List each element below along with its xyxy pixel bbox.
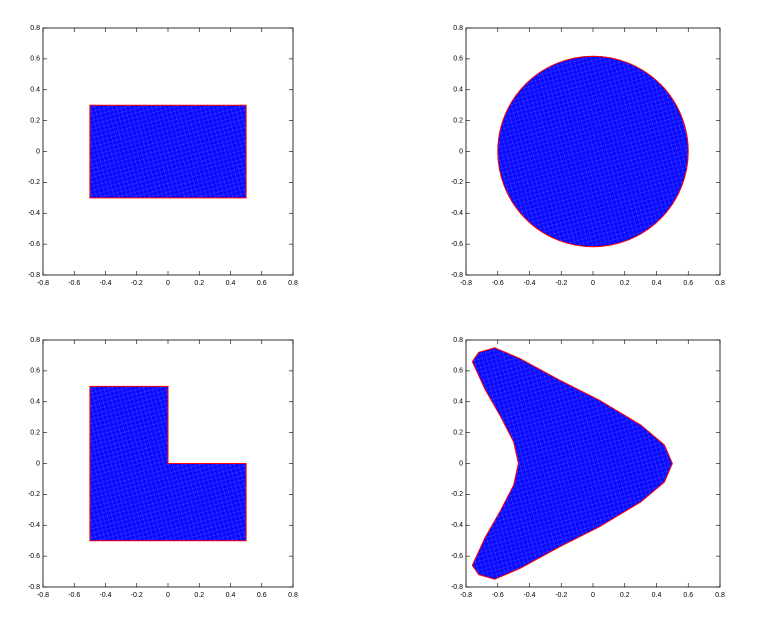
x-tick-label: -0.6 [68,280,80,287]
x-tick-label: 0.2 [194,280,204,287]
y-tick-label: 0 [36,148,40,155]
y-tick-label: -0.8 [28,584,40,591]
y-tick-label: -0.8 [28,272,40,279]
x-tick-label: 0.4 [652,592,662,599]
x-tick-label: 0.6 [683,592,693,599]
x-tick-label: -0.6 [68,592,80,599]
x-tick-label: 0 [591,592,595,599]
y-tick-label: -0.6 [28,553,40,560]
y-tick-label: 0.2 [30,429,40,436]
x-tick-label: -0.2 [555,280,567,287]
y-tick-label: 0.4 [453,399,463,406]
y-tick-label: 0.2 [453,117,463,124]
x-tick-label: 0.4 [226,592,236,599]
mesh-texture [89,385,247,542]
y-tick-label: 0 [36,460,40,467]
y-tick-label: -0.6 [451,553,463,560]
x-tick-label: -0.8 [37,280,49,287]
y-tick-label: 0.6 [30,56,40,63]
x-tick-label: -0.6 [492,592,504,599]
x-tick-label: -0.2 [555,592,567,599]
y-tick-label: -0.4 [451,522,463,529]
x-tick-label: 0.2 [620,592,630,599]
x-tick-label: 0.8 [288,592,298,599]
y-tick-label: 0 [459,460,463,467]
mesh-texture [89,104,247,199]
x-tick-label: -0.8 [37,592,49,599]
y-tick-label: 0.6 [453,56,463,63]
x-tick-label: 0.8 [288,280,298,287]
mesh-texture [497,55,689,248]
y-tick-label: -0.2 [28,491,40,498]
x-tick-label: -0.4 [523,280,535,287]
y-tick-label: 0.8 [30,337,40,344]
x-tick-label: 0.4 [652,280,662,287]
y-tick-label: -0.4 [28,522,40,529]
y-tick-label: 0.8 [30,25,40,32]
x-tick-label: 0.4 [226,280,236,287]
x-tick-label: 0.6 [257,592,267,599]
y-tick-label: 0.4 [30,87,40,94]
x-tick-label: 0.8 [715,592,725,599]
y-tick-label: -0.8 [451,272,463,279]
y-tick-label: -0.6 [28,241,40,248]
x-tick-label: 0.6 [683,280,693,287]
y-tick-label: -0.2 [451,491,463,498]
y-tick-label: -0.2 [28,179,40,186]
x-tick-label: -0.4 [523,592,535,599]
y-tick-label: -0.8 [451,584,463,591]
x-tick-label: -0.4 [99,592,111,599]
x-tick-label: 0.2 [620,280,630,287]
x-tick-label: 0 [166,592,170,599]
x-tick-label: -0.8 [460,592,472,599]
x-tick-label: -0.2 [131,280,143,287]
x-tick-label: -0.8 [460,280,472,287]
x-tick-label: -0.6 [492,280,504,287]
y-tick-label: 0.8 [453,337,463,344]
y-tick-label: 0.6 [30,368,40,375]
x-tick-label: -0.4 [99,280,111,287]
y-tick-label: 0.2 [30,117,40,124]
y-tick-label: 0.4 [453,87,463,94]
y-tick-label: 0.2 [453,429,463,436]
y-tick-label: 0 [459,148,463,155]
y-tick-label: -0.6 [451,241,463,248]
y-tick-label: -0.4 [451,210,463,217]
y-tick-label: 0.8 [453,25,463,32]
x-tick-label: 0.2 [194,592,204,599]
x-tick-label: 0 [166,280,170,287]
y-tick-label: 0.6 [453,368,463,375]
y-tick-label: 0.4 [30,399,40,406]
x-tick-label: 0.8 [715,280,725,287]
x-tick-label: -0.2 [131,592,143,599]
x-tick-label: 0 [591,280,595,287]
mesh-texture [471,347,673,580]
y-tick-label: -0.4 [28,210,40,217]
y-tick-label: -0.2 [451,179,463,186]
x-tick-label: 0.6 [257,280,267,287]
